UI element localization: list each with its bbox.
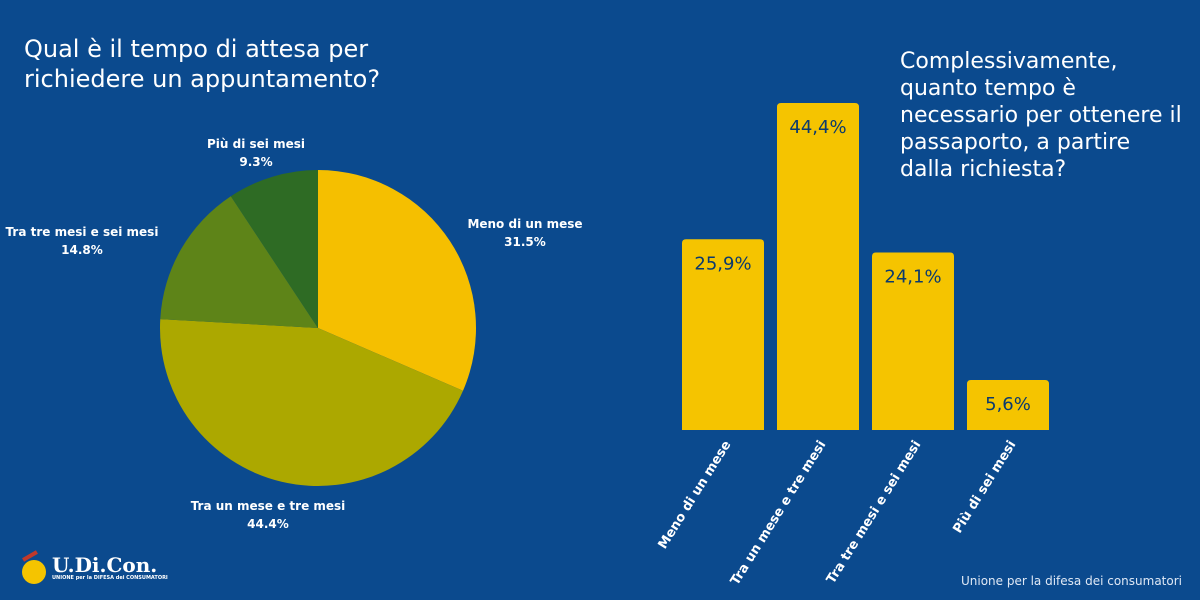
pie-slice xyxy=(230,170,318,328)
udicon-logo: U.Di.Con. UNIONE per la DIFESA dei CONSU… xyxy=(12,550,168,586)
bar-category-label: Meno di un mese xyxy=(656,438,735,552)
logo-subtitle: UNIONE per la DIFESA dei CONSUMATORI xyxy=(52,575,168,581)
pie-slice xyxy=(318,170,476,391)
pie-slice xyxy=(160,319,464,486)
logo-name: U.Di.Con. xyxy=(52,553,158,577)
bar xyxy=(777,103,859,430)
footer-text: Unione per la difesa dei consumatori xyxy=(960,574,1182,588)
bar-value-label: 5,6% xyxy=(985,394,1031,415)
pie-slice-label: Più di sei mesi xyxy=(207,137,305,151)
bar-chart-title: Complessivamente, quanto tempo è necessa… xyxy=(900,49,1182,182)
bar xyxy=(872,252,954,430)
bar-value-label: 44,4% xyxy=(789,117,846,138)
bar-category-label: Tra un mese e tre mesi xyxy=(728,438,829,588)
pie-chart-title: Qual è il tempo di attesa per richiedere… xyxy=(24,35,381,93)
bar-value-label: 25,9% xyxy=(694,253,751,274)
pie-slice-value: 44.4% xyxy=(247,517,289,531)
logo-mascot-icon xyxy=(22,550,46,584)
bar-value-label: 24,1% xyxy=(884,267,941,288)
pie-slice-value: 31.5% xyxy=(504,235,546,249)
bar xyxy=(967,380,1049,430)
pie-slice-label: Tra tre mesi e sei mesi xyxy=(6,225,159,239)
bar xyxy=(682,239,764,430)
pie-slice-value: 14.8% xyxy=(61,243,103,257)
bar-category-label: Tra tre mesi e sei mesi xyxy=(824,438,924,586)
pie-slice-label: Meno di un mese xyxy=(467,217,582,231)
pie-slice xyxy=(160,196,318,328)
pie-slice-label: Tra un mese e tre mesi xyxy=(191,499,346,513)
pie-slice-value: 9.3% xyxy=(239,155,272,169)
bar-category-label: Più di sei mesi xyxy=(950,438,1019,536)
